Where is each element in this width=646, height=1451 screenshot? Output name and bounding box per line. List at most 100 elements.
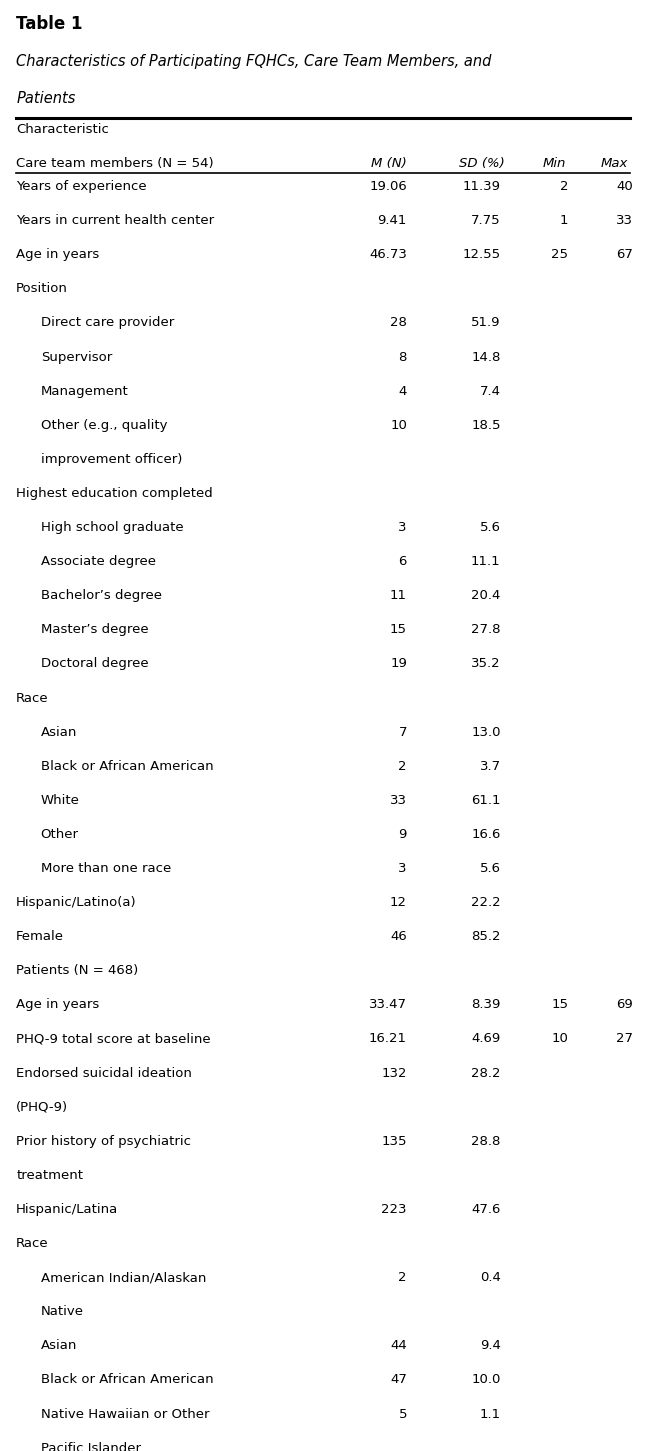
Text: Years of experience: Years of experience	[16, 180, 147, 193]
Text: 19: 19	[390, 657, 407, 670]
Text: 47.6: 47.6	[472, 1203, 501, 1216]
Text: Age in years: Age in years	[16, 248, 99, 261]
Text: Other (e.g., quality: Other (e.g., quality	[41, 419, 167, 432]
Text: 1.1: 1.1	[479, 1407, 501, 1421]
Text: Bachelor’s degree: Bachelor’s degree	[41, 589, 162, 602]
Text: 85.2: 85.2	[471, 930, 501, 943]
Text: 2: 2	[560, 180, 568, 193]
Text: 20.4: 20.4	[472, 589, 501, 602]
Text: 223: 223	[382, 1203, 407, 1216]
Text: 12.55: 12.55	[463, 248, 501, 261]
Text: 9.4: 9.4	[480, 1339, 501, 1352]
Text: 11: 11	[390, 589, 407, 602]
Text: 9.41: 9.41	[378, 215, 407, 228]
Text: White: White	[41, 794, 79, 807]
Text: Direct care provider: Direct care provider	[41, 316, 174, 329]
Text: PHQ-9 total score at baseline: PHQ-9 total score at baseline	[16, 1033, 211, 1046]
Text: Black or African American: Black or African American	[41, 760, 213, 773]
Text: 7.75: 7.75	[471, 215, 501, 228]
Text: 19.06: 19.06	[370, 180, 407, 193]
Text: 25: 25	[552, 248, 568, 261]
Text: 3: 3	[399, 521, 407, 534]
Text: Associate degree: Associate degree	[41, 556, 156, 569]
Text: 51.9: 51.9	[471, 316, 501, 329]
Text: M (N): M (N)	[371, 157, 407, 170]
Text: Prior history of psychiatric: Prior history of psychiatric	[16, 1135, 191, 1148]
Text: High school graduate: High school graduate	[41, 521, 183, 534]
Text: Master’s degree: Master’s degree	[41, 624, 149, 637]
Text: Management: Management	[41, 385, 129, 398]
Text: 2: 2	[399, 760, 407, 773]
Text: 40: 40	[616, 180, 633, 193]
Text: 7.4: 7.4	[479, 385, 501, 398]
Text: 4: 4	[399, 385, 407, 398]
Text: Age in years: Age in years	[16, 998, 99, 1011]
Text: Pacific Islander: Pacific Islander	[41, 1442, 141, 1451]
Text: Highest education completed: Highest education completed	[16, 488, 213, 501]
Text: 18.5: 18.5	[471, 419, 501, 432]
Text: 132: 132	[382, 1066, 407, 1080]
Text: improvement officer): improvement officer)	[41, 453, 182, 466]
Text: Hispanic/Latino(a): Hispanic/Latino(a)	[16, 897, 137, 910]
Text: Black or African American: Black or African American	[41, 1374, 213, 1387]
Text: Table 1: Table 1	[16, 15, 83, 32]
Text: Female: Female	[16, 930, 64, 943]
Text: 11.39: 11.39	[463, 180, 501, 193]
Text: 28.2: 28.2	[471, 1066, 501, 1080]
Text: Native: Native	[41, 1306, 84, 1319]
Text: 7: 7	[399, 726, 407, 739]
Text: 14.8: 14.8	[472, 351, 501, 364]
Text: (PHQ-9): (PHQ-9)	[16, 1101, 68, 1114]
Text: 46: 46	[390, 930, 407, 943]
Text: 3: 3	[399, 862, 407, 875]
Text: 2: 2	[399, 1271, 407, 1284]
Text: Position: Position	[16, 283, 68, 296]
Text: SD (%): SD (%)	[459, 157, 505, 170]
Text: 28: 28	[390, 316, 407, 329]
Text: 5.6: 5.6	[479, 521, 501, 534]
Text: 8: 8	[399, 351, 407, 364]
Text: 67: 67	[616, 248, 633, 261]
Text: Endorsed suicidal ideation: Endorsed suicidal ideation	[16, 1066, 192, 1080]
Text: 47: 47	[390, 1374, 407, 1387]
Text: 15: 15	[552, 998, 568, 1011]
Text: 33: 33	[616, 215, 633, 228]
Text: Other: Other	[41, 829, 79, 842]
Text: Doctoral degree: Doctoral degree	[41, 657, 149, 670]
Text: 33.47: 33.47	[369, 998, 407, 1011]
Text: 15: 15	[390, 624, 407, 637]
Text: treatment: treatment	[16, 1170, 83, 1183]
Text: 33: 33	[390, 794, 407, 807]
Text: Characteristic: Characteristic	[16, 123, 109, 136]
Text: 69: 69	[616, 998, 633, 1011]
Text: Characteristics of Participating FQHCs, Care Team Members, and: Characteristics of Participating FQHCs, …	[16, 54, 492, 68]
Text: Race: Race	[16, 692, 49, 705]
Text: 11.1: 11.1	[471, 556, 501, 569]
Text: Years in current health center: Years in current health center	[16, 215, 214, 228]
Text: 10: 10	[390, 419, 407, 432]
Text: 8.39: 8.39	[472, 998, 501, 1011]
Text: Hispanic/Latina: Hispanic/Latina	[16, 1203, 118, 1216]
Text: Race: Race	[16, 1238, 49, 1251]
Text: 4.69: 4.69	[472, 1033, 501, 1046]
Text: Min: Min	[543, 157, 566, 170]
Text: Care team members (​N​​ = 54): Care team members (​N​​ = 54)	[16, 157, 214, 170]
Text: 46.73: 46.73	[369, 248, 407, 261]
Text: 0.4: 0.4	[480, 1271, 501, 1284]
Text: 5.6: 5.6	[479, 862, 501, 875]
Text: 9: 9	[399, 829, 407, 842]
Text: 12: 12	[390, 897, 407, 910]
Text: 10: 10	[552, 1033, 568, 1046]
Text: Max: Max	[601, 157, 628, 170]
Text: Native Hawaiian or Other: Native Hawaiian or Other	[41, 1407, 209, 1421]
Text: Asian: Asian	[41, 726, 77, 739]
Text: 3.7: 3.7	[479, 760, 501, 773]
Text: 16.6: 16.6	[472, 829, 501, 842]
Text: 5: 5	[399, 1407, 407, 1421]
Text: Patients (N = 468): Patients (N = 468)	[16, 965, 138, 978]
Text: 135: 135	[382, 1135, 407, 1148]
Text: 10.0: 10.0	[472, 1374, 501, 1387]
Text: 28.8: 28.8	[472, 1135, 501, 1148]
Text: 1: 1	[560, 215, 568, 228]
Text: 61.1: 61.1	[471, 794, 501, 807]
